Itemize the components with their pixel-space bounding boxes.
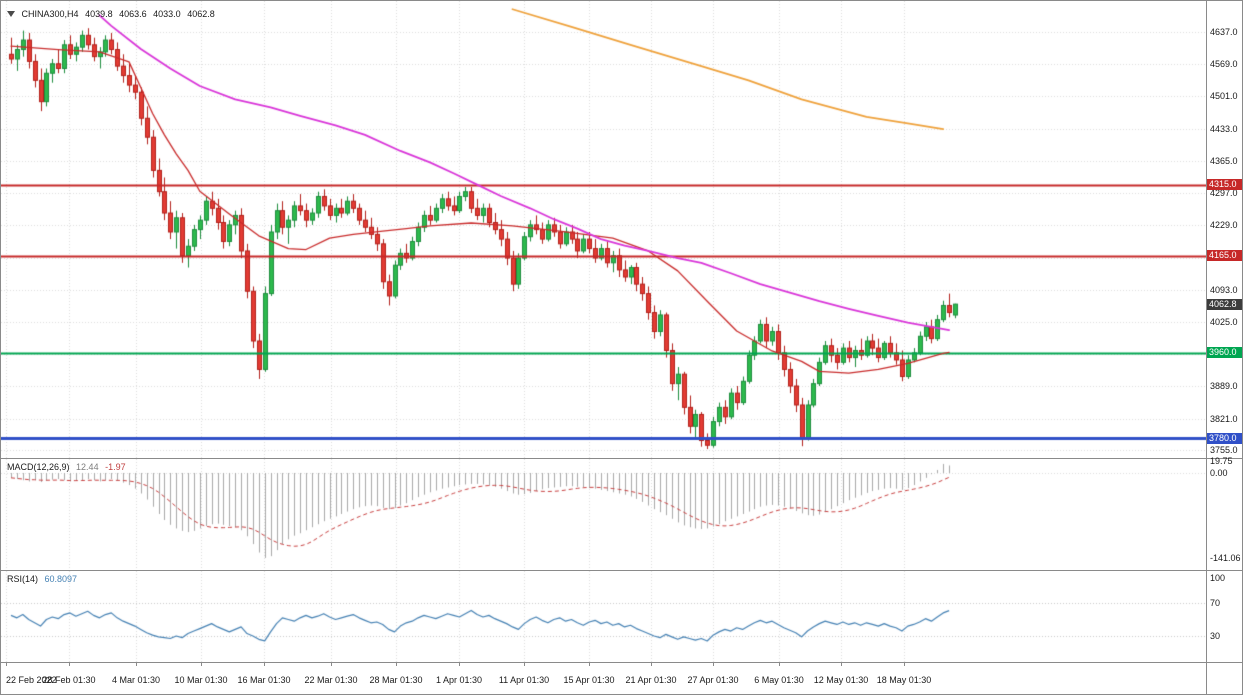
- rsi-label: RSI(14): [7, 574, 39, 584]
- price-axis-label: 4365.0: [1210, 155, 1238, 166]
- chart-header: CHINA300,H4 4039.8 4063.6 4033.0 4062.8: [7, 9, 219, 19]
- price-axis-label: 4637.0: [1210, 27, 1238, 37]
- rsi-header: RSI(14) 60.8097: [7, 574, 77, 584]
- time-axis-tick: [459, 663, 460, 666]
- rsi-scale-label: 30: [1210, 631, 1221, 641]
- time-axis-tick: [713, 663, 714, 666]
- price-axis-label: 4433.0: [1210, 123, 1238, 134]
- macd-scale-label: 0.00: [1210, 468, 1228, 478]
- panel-separator: [1, 662, 1242, 663]
- price-axis-label: 3755.0: [1210, 445, 1238, 455]
- macd-scale-label: -141.06: [1210, 553, 1241, 563]
- time-axis-tick: [6, 663, 7, 666]
- panel-separator[interactable]: [1, 570, 1242, 571]
- price-tag: 4062.8: [1207, 298, 1242, 310]
- time-axis-label: 1 Apr 01:30: [435, 675, 483, 685]
- price-scale-border: [1206, 1, 1207, 694]
- time-axis-label: 10 Mar 01:30: [174, 675, 228, 685]
- price-axis-label: 3889.0: [1210, 381, 1238, 392]
- time-axis-label: 22 Feb 2022: [6, 675, 57, 685]
- time-axis-tick: [201, 663, 202, 666]
- rsi-indicator-canvas[interactable]: [1, 571, 1206, 662]
- ohlc-high: 4063.6: [119, 9, 147, 19]
- time-axis-tick: [69, 663, 70, 666]
- time-axis-tick: [136, 663, 137, 666]
- time-axis-label: 6 May 01:30: [754, 675, 804, 685]
- macd-value: 12.44: [76, 462, 99, 472]
- time-axis-tick: [904, 663, 905, 666]
- ohlc-low: 4033.0: [153, 9, 181, 19]
- price-tag: 4165.0: [1207, 250, 1242, 262]
- time-axis-label: 28 Feb 01:30: [42, 675, 96, 685]
- macd-label: MACD(12,26,9): [7, 462, 70, 472]
- rsi-scale-label: 100: [1210, 573, 1226, 584]
- time-axis-tick: [651, 663, 652, 666]
- price-tag: 4315.0: [1207, 179, 1242, 191]
- price-axis-label: 4025.0: [1210, 317, 1238, 328]
- chart-expand-icon[interactable]: [7, 11, 15, 17]
- ohlc-close: 4062.8: [187, 9, 215, 19]
- time-axis-label: 16 Mar 01:30: [237, 675, 291, 685]
- time-axis-label: 18 May 01:30: [876, 675, 932, 685]
- time-axis-label: 22 Mar 01:30: [304, 675, 358, 685]
- price-tag: 3960.0: [1207, 347, 1242, 359]
- time-axis-tick: [331, 663, 332, 666]
- time-axis-tick: [779, 663, 780, 666]
- macd-scale-label: 19.75: [1210, 456, 1233, 467]
- time-axis-label: 21 Apr 01:30: [625, 675, 677, 685]
- macd-header: MACD(12,26,9) 12.44 -1.97: [7, 462, 126, 472]
- time-axis-tick: [264, 663, 265, 666]
- time-axis-tick: [841, 663, 842, 666]
- time-axis-label: 15 Apr 01:30: [563, 675, 615, 685]
- time-axis-label: 4 Mar 01:30: [111, 675, 161, 685]
- price-axis-label: 4093.0: [1210, 284, 1238, 295]
- macd-signal-value: -1.97: [105, 462, 126, 472]
- time-axis-label: 11 Apr 01:30: [498, 675, 550, 685]
- price-axis-label: 4569.0: [1210, 59, 1238, 70]
- rsi-scale-label: 70: [1210, 598, 1221, 608]
- price-axis-label: 4297.0: [1210, 188, 1238, 199]
- price-chart-canvas[interactable]: [1, 1, 1206, 458]
- panel-separator[interactable]: [1, 458, 1242, 459]
- price-axis-label: 4501.0: [1210, 91, 1238, 102]
- time-axis-label: 12 May 01:30: [813, 675, 869, 685]
- rsi-value: 60.8097: [44, 574, 78, 584]
- ohlc-open: 4039.8: [85, 9, 113, 19]
- symbol-timeframe-label: CHINA300,H4: [21, 9, 79, 19]
- time-axis-tick: [589, 663, 590, 666]
- macd-indicator-canvas[interactable]: [1, 459, 1206, 570]
- time-axis-tick: [396, 663, 397, 666]
- time-axis-label: 27 Apr 01:30: [687, 675, 739, 685]
- time-axis-label: 28 Mar 01:30: [369, 675, 423, 685]
- price-axis-label: 4229.0: [1210, 220, 1238, 231]
- price-tag: 3780.0: [1207, 432, 1242, 444]
- time-axis-tick: [524, 663, 525, 666]
- price-axis-label: 3821.0: [1210, 413, 1238, 424]
